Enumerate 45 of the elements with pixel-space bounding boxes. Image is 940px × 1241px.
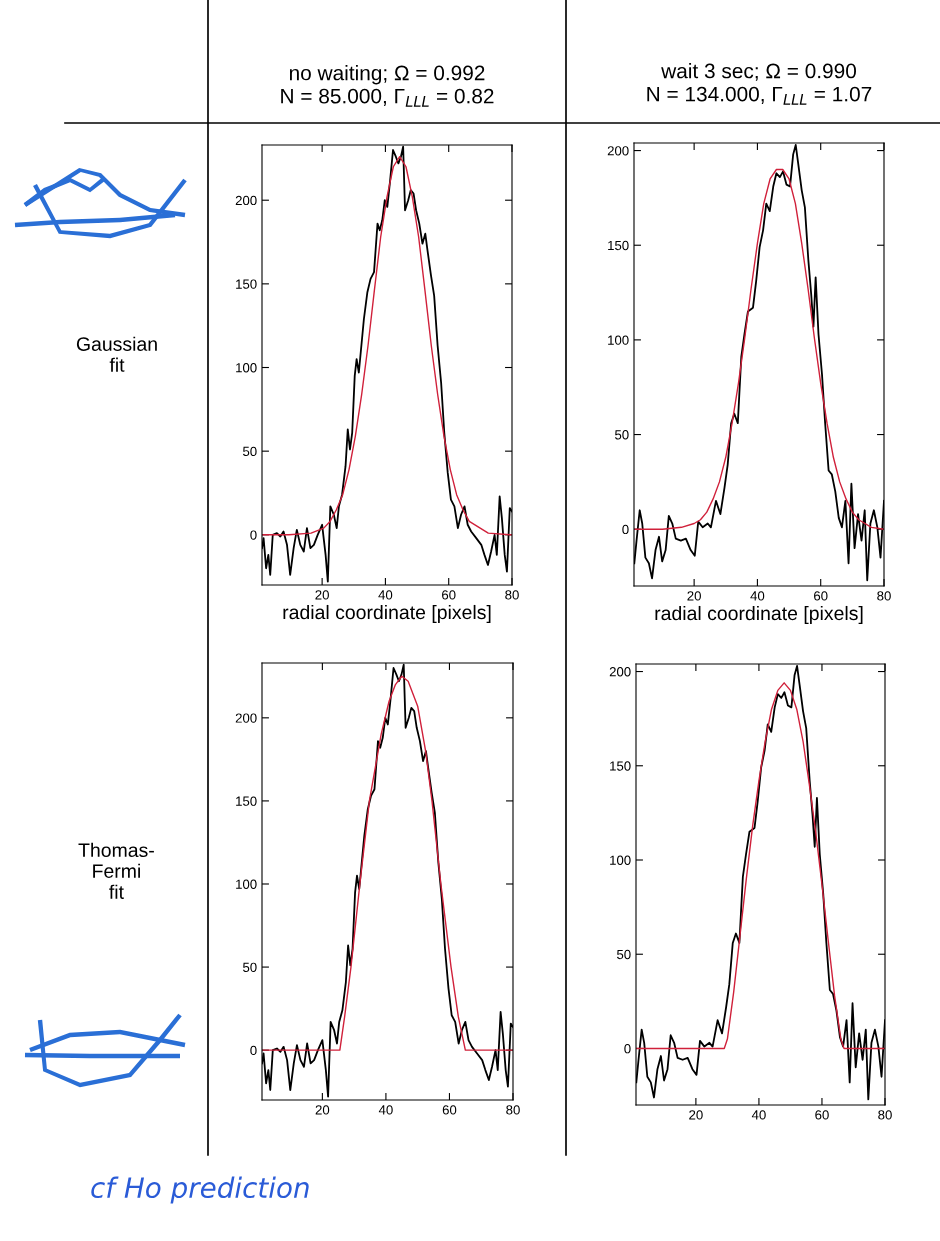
y-tick-label: 200 — [609, 667, 631, 677]
x-tick-label: 60 — [815, 1110, 829, 1120]
x-tick-label: 40 — [378, 590, 393, 600]
x-axis-title: radial coordinate [pixels] — [283, 604, 491, 624]
x-tick-label: 60 — [442, 1105, 457, 1115]
x-tick-label: 40 — [750, 591, 765, 601]
line-series — [636, 682, 885, 1050]
x-tick-label: 80 — [878, 1110, 892, 1120]
x-tick-label: 60 — [814, 591, 828, 601]
y-tick-label: 50 — [242, 446, 257, 457]
y-tick-label: 150 — [236, 279, 257, 289]
chart-title: no waiting; Ω = 0.992 N = 85.000, Γ$_{LLL}$ = 0.82 — [281, 65, 494, 107]
x-tick-label: 20 — [315, 1105, 330, 1115]
x-tick-label: 40 — [378, 1105, 393, 1115]
x-tick-label: 80 — [877, 591, 891, 601]
x-tick-label: 80 — [505, 590, 519, 600]
y-tick-label: 0 — [624, 1044, 631, 1054]
y-tick-label: 200 — [235, 195, 257, 206]
y-tick-label: 150 — [610, 761, 631, 771]
x-axis-title: radial coordinate [pixels] — [655, 605, 863, 625]
y-tick-label: 100 — [608, 335, 629, 345]
y-axis-title: Thomas- Fermi fit — [78, 842, 154, 899]
y-tick-label: 0 — [622, 524, 629, 535]
y-tick-label: 150 — [236, 796, 257, 806]
y-tick-label: 0 — [250, 1045, 257, 1056]
x-tick-label: 60 — [442, 590, 456, 600]
x-tick-label: 40 — [751, 1110, 766, 1120]
y-tick-label: 50 — [614, 430, 629, 440]
x-tick-label: 20 — [689, 1110, 703, 1120]
x-tick-label: 80 — [506, 1105, 520, 1115]
line-series — [634, 168, 884, 530]
y-tick-label: 100 — [236, 879, 257, 889]
chart-title: wait 3 sec; Ω = 0.990 N = 134.000, Γ$_{LLL}$ = 1.07 — [647, 63, 872, 105]
y-tick-label: 50 — [616, 949, 631, 960]
y-axis-title: Gaussian fit — [76, 336, 157, 372]
y-tick-label: 200 — [235, 713, 257, 723]
x-tick-label: 20 — [315, 590, 329, 600]
y-tick-label: 100 — [610, 855, 631, 865]
y-tick-label: 50 — [242, 962, 257, 972]
text: cf Ho prediction — [91, 1176, 309, 1204]
y-tick-label: 150 — [608, 240, 629, 251]
y-tick-label: 100 — [236, 363, 257, 373]
y-tick-label: 0 — [250, 530, 257, 540]
y-tick-label: 200 — [607, 146, 629, 156]
x-tick-label: 20 — [687, 591, 701, 601]
